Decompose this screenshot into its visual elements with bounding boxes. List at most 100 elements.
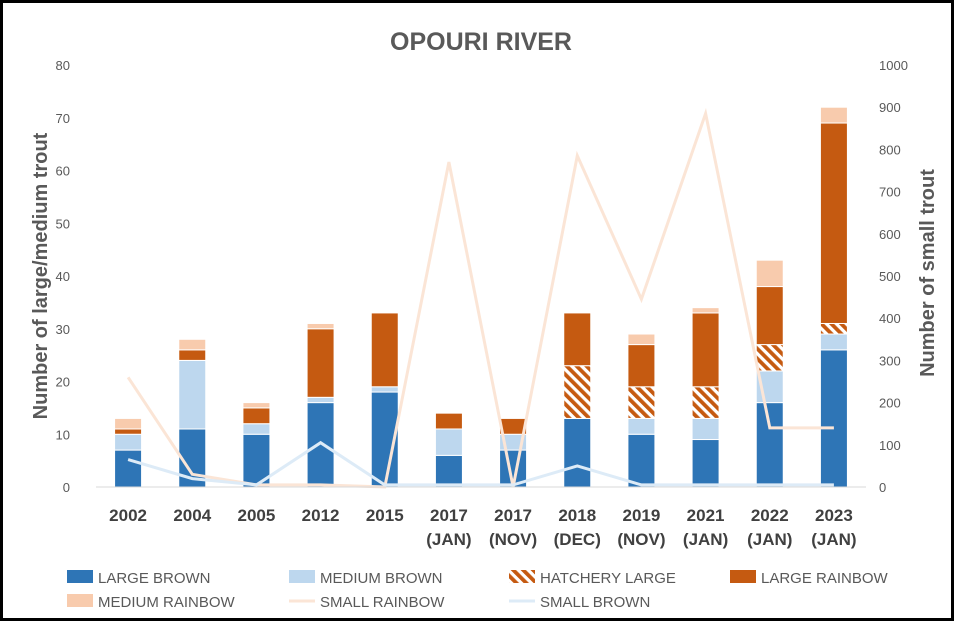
x-tick-label: 2004 xyxy=(173,506,211,525)
bar-segment xyxy=(755,286,784,346)
y-tick-label: 10 xyxy=(56,427,70,442)
bar-segment xyxy=(178,338,207,351)
bar-segment xyxy=(691,307,720,314)
y-tick-label: 50 xyxy=(56,216,70,231)
y-tick-label: 80 xyxy=(56,58,70,73)
bar-segment xyxy=(242,407,271,425)
y2-tick-label: 800 xyxy=(879,142,901,157)
bar-segment xyxy=(306,322,335,330)
x-tick-label: 2015 xyxy=(366,506,404,525)
chart: OPOURI RIVER Number of large/medium trou… xyxy=(30,28,939,611)
bar-segment xyxy=(499,417,528,435)
axes-layer: 0102030405060708001002003004005006007008… xyxy=(56,58,908,549)
bar-segment xyxy=(434,428,463,456)
legend-swatch xyxy=(67,570,93,583)
y-tick-label: 30 xyxy=(56,322,70,337)
legend-swatch xyxy=(289,570,315,583)
legend-label: SMALL BROWN xyxy=(540,594,650,611)
y-tick-label: 0 xyxy=(63,480,70,495)
y2-tick-label: 400 xyxy=(879,311,901,326)
bar-segment xyxy=(114,417,143,430)
bar-segment xyxy=(114,449,143,488)
bar-segment xyxy=(306,396,335,404)
bar-segment xyxy=(563,417,592,488)
bar-segment xyxy=(178,349,207,361)
y2-tick-label: 900 xyxy=(879,100,901,115)
y2-tick-label: 100 xyxy=(879,438,901,453)
y2-tick-label: 700 xyxy=(879,185,901,200)
bar-segment xyxy=(178,359,207,430)
bar-segment xyxy=(627,433,656,488)
bar-segment xyxy=(819,122,848,324)
bar-segment xyxy=(434,454,463,488)
legend-label: SMALL RAINBOW xyxy=(320,594,445,611)
bar-segment xyxy=(755,402,784,488)
legend-label: MEDIUM BROWN xyxy=(320,570,443,587)
y2-tick-label: 300 xyxy=(879,353,901,368)
bar-segment xyxy=(306,328,335,398)
y2-tick-label: 0 xyxy=(879,480,886,495)
x-tick-label: (JAN) xyxy=(683,530,728,549)
bar-segment xyxy=(563,365,592,419)
bar-segment xyxy=(114,433,143,451)
legend-label: MEDIUM RAINBOW xyxy=(98,594,236,611)
bar-segment xyxy=(370,386,399,393)
bar-segment xyxy=(691,386,720,419)
y-tick-label: 40 xyxy=(56,269,70,284)
x-tick-label: 2018 xyxy=(558,506,596,525)
x-tick-label: (JAN) xyxy=(747,530,792,549)
bar-segment xyxy=(755,259,784,288)
bar-segment xyxy=(691,312,720,388)
legend-label: LARGE RAINBOW xyxy=(761,570,889,587)
y2-axis-label: Number of small trout xyxy=(917,169,939,377)
x-tick-label: 2002 xyxy=(109,506,147,525)
series-line xyxy=(127,440,834,487)
chart-title: OPOURI RIVER xyxy=(390,28,572,56)
x-tick-label: 2017 xyxy=(494,506,532,525)
x-tick-label: 2023 xyxy=(815,506,853,525)
bar-segment xyxy=(627,344,656,388)
bar-segment xyxy=(242,423,271,435)
bar-segment xyxy=(819,106,848,124)
x-tick-label: 2005 xyxy=(238,506,276,525)
legend-swatch xyxy=(67,594,93,607)
x-tick-label: (JAN) xyxy=(811,530,856,549)
bar-segment xyxy=(819,333,848,351)
bar-segment xyxy=(114,428,143,435)
lines-layer xyxy=(126,107,834,489)
bar-segment xyxy=(691,439,720,488)
y-tick-label: 20 xyxy=(56,375,70,390)
legend-label: LARGE BROWN xyxy=(98,570,211,587)
bars-layer xyxy=(114,106,848,488)
bar-segment xyxy=(434,412,463,430)
bar-segment xyxy=(691,417,720,441)
y2-tick-label: 1000 xyxy=(879,58,908,73)
x-tick-label: 2017 xyxy=(430,506,468,525)
bar-segment xyxy=(370,312,399,388)
legend-label: HATCHERY LARGE xyxy=(540,570,676,587)
x-tick-label: 2022 xyxy=(751,506,789,525)
bar-segment xyxy=(819,322,848,335)
x-tick-label: 2019 xyxy=(623,506,661,525)
bar-segment xyxy=(755,344,784,372)
y-tick-label: 70 xyxy=(56,111,70,126)
series-line xyxy=(126,107,834,489)
x-tick-label: (DEC) xyxy=(554,530,601,549)
x-tick-label: (NOV) xyxy=(489,530,537,549)
x-tick-label: 2021 xyxy=(687,506,725,525)
y-axis-label: Number of large/medium trout xyxy=(30,132,52,419)
bar-segment xyxy=(563,312,592,367)
x-tick-label: 2012 xyxy=(302,506,340,525)
bar-segment xyxy=(627,386,656,419)
y2-tick-label: 200 xyxy=(879,396,901,411)
bar-segment xyxy=(819,349,848,488)
y2-tick-label: 500 xyxy=(879,269,901,284)
bar-segment xyxy=(627,333,656,346)
x-tick-label: (JAN) xyxy=(426,530,471,549)
legend-swatch xyxy=(509,570,535,583)
bar-segment xyxy=(242,402,271,409)
y2-tick-label: 600 xyxy=(879,227,901,242)
legend: LARGE BROWN MEDIUM BROWN HATCHERY LARGE LAR… xyxy=(67,570,889,611)
x-tick-label: (NOV) xyxy=(617,530,665,549)
